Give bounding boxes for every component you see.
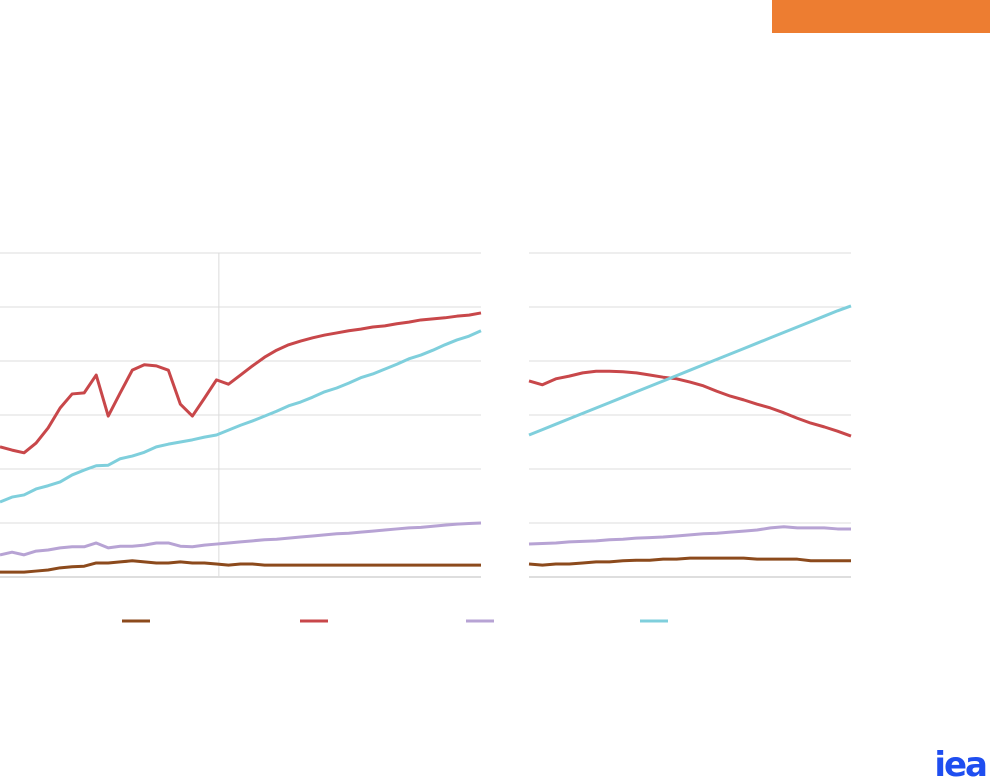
series-line — [0, 329, 482, 504]
series-line — [528, 525, 851, 546]
logo: iea — [934, 745, 986, 778]
series-line — [0, 521, 482, 557]
series-line — [528, 369, 852, 438]
series-line — [528, 304, 852, 437]
series-line — [0, 311, 482, 455]
series-line — [0, 559, 481, 574]
header-tab — [772, 0, 990, 33]
series-line — [528, 556, 851, 567]
